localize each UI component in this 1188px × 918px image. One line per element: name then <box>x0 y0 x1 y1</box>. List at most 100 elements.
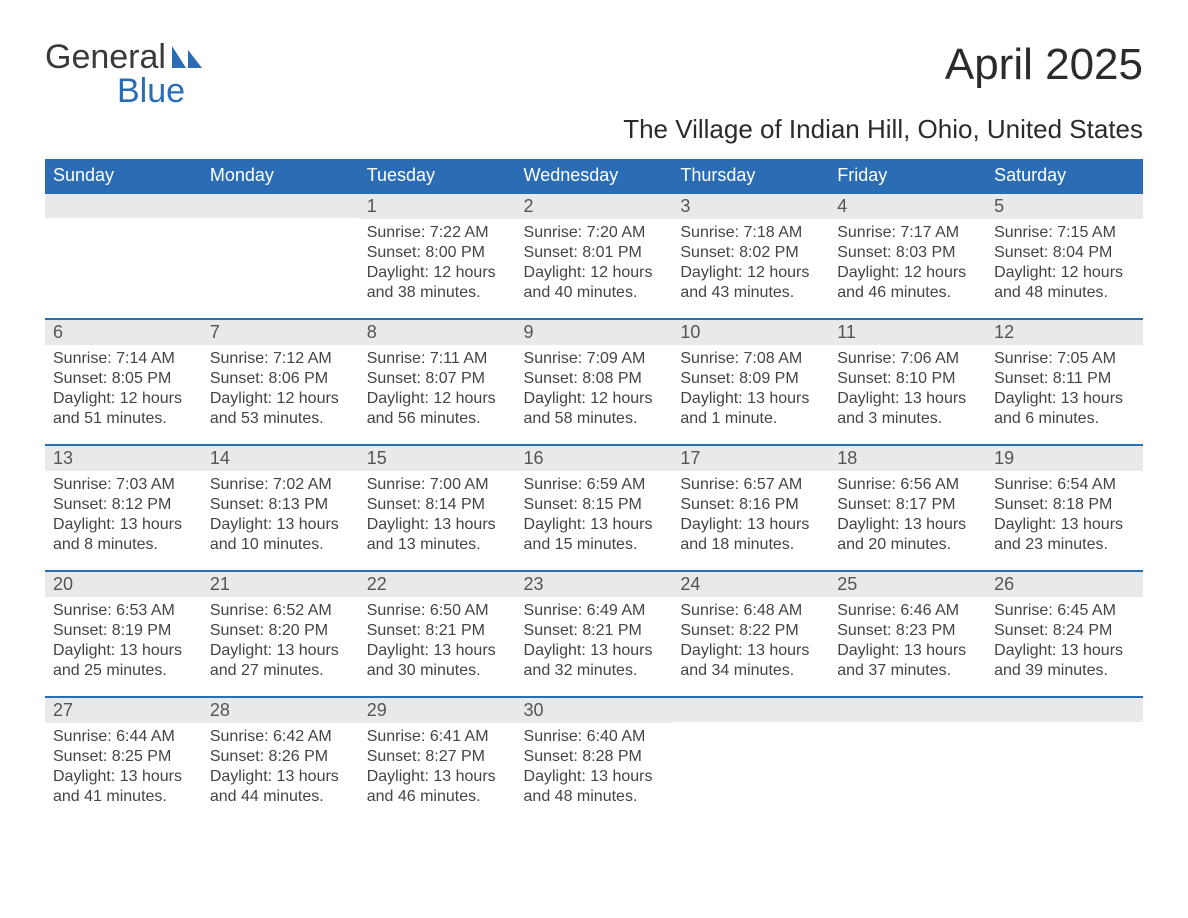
sunrise-text: Sunrise: 7:22 AM <box>367 223 508 243</box>
weekday-header: Thursday <box>672 159 829 193</box>
day-number: 7 <box>202 320 359 345</box>
day-number: 17 <box>672 446 829 471</box>
sunset-text: Sunset: 8:28 PM <box>524 747 665 767</box>
daylight-text: Daylight: 13 hours and 27 minutes. <box>210 641 351 681</box>
sunset-text: Sunset: 8:22 PM <box>680 621 821 641</box>
sunset-text: Sunset: 8:23 PM <box>837 621 978 641</box>
sunrise-text: Sunrise: 7:05 AM <box>994 349 1135 369</box>
day-number: 3 <box>672 194 829 219</box>
day-details: Sunrise: 7:20 AMSunset: 8:01 PMDaylight:… <box>516 219 673 313</box>
day-details: Sunrise: 6:45 AMSunset: 8:24 PMDaylight:… <box>986 597 1143 691</box>
day-number: 20 <box>45 572 202 597</box>
day-details: Sunrise: 6:46 AMSunset: 8:23 PMDaylight:… <box>829 597 986 691</box>
day-details: Sunrise: 7:17 AMSunset: 8:03 PMDaylight:… <box>829 219 986 313</box>
calendar-cell: 18Sunrise: 6:56 AMSunset: 8:17 PMDayligh… <box>829 445 986 571</box>
calendar-cell: 17Sunrise: 6:57 AMSunset: 8:16 PMDayligh… <box>672 445 829 571</box>
sunrise-text: Sunrise: 6:50 AM <box>367 601 508 621</box>
sunset-text: Sunset: 8:03 PM <box>837 243 978 263</box>
sunrise-text: Sunrise: 6:54 AM <box>994 475 1135 495</box>
sunset-text: Sunset: 8:24 PM <box>994 621 1135 641</box>
day-details: Sunrise: 7:18 AMSunset: 8:02 PMDaylight:… <box>672 219 829 313</box>
sunrise-text: Sunrise: 7:00 AM <box>367 475 508 495</box>
sunset-text: Sunset: 8:10 PM <box>837 369 978 389</box>
calendar-cell: 27Sunrise: 6:44 AMSunset: 8:25 PMDayligh… <box>45 697 202 823</box>
calendar-cell: 29Sunrise: 6:41 AMSunset: 8:27 PMDayligh… <box>359 697 516 823</box>
day-details: Sunrise: 7:14 AMSunset: 8:05 PMDaylight:… <box>45 345 202 439</box>
sunset-text: Sunset: 8:19 PM <box>53 621 194 641</box>
logo: General Blue <box>45 40 206 108</box>
sunset-text: Sunset: 8:14 PM <box>367 495 508 515</box>
daylight-text: Daylight: 12 hours and 58 minutes. <box>524 389 665 429</box>
day-details: Sunrise: 6:59 AMSunset: 8:15 PMDaylight:… <box>516 471 673 565</box>
sunrise-text: Sunrise: 6:57 AM <box>680 475 821 495</box>
day-number: 29 <box>359 698 516 723</box>
calendar-cell <box>986 697 1143 823</box>
day-details: Sunrise: 7:15 AMSunset: 8:04 PMDaylight:… <box>986 219 1143 313</box>
calendar-cell <box>45 193 202 319</box>
calendar-cell: 4Sunrise: 7:17 AMSunset: 8:03 PMDaylight… <box>829 193 986 319</box>
sunset-text: Sunset: 8:21 PM <box>524 621 665 641</box>
sunrise-text: Sunrise: 7:18 AM <box>680 223 821 243</box>
logo-text-2: Blue <box>45 74 206 108</box>
sunset-text: Sunset: 8:07 PM <box>367 369 508 389</box>
sunrise-text: Sunrise: 6:49 AM <box>524 601 665 621</box>
calendar-cell: 11Sunrise: 7:06 AMSunset: 8:10 PMDayligh… <box>829 319 986 445</box>
weekday-header: Wednesday <box>516 159 673 193</box>
daylight-text: Daylight: 12 hours and 46 minutes. <box>837 263 978 303</box>
day-number: 30 <box>516 698 673 723</box>
sunset-text: Sunset: 8:06 PM <box>210 369 351 389</box>
daylight-text: Daylight: 12 hours and 51 minutes. <box>53 389 194 429</box>
calendar-cell: 21Sunrise: 6:52 AMSunset: 8:20 PMDayligh… <box>202 571 359 697</box>
sunset-text: Sunset: 8:12 PM <box>53 495 194 515</box>
sunrise-text: Sunrise: 6:56 AM <box>837 475 978 495</box>
calendar-cell: 30Sunrise: 6:40 AMSunset: 8:28 PMDayligh… <box>516 697 673 823</box>
sunset-text: Sunset: 8:01 PM <box>524 243 665 263</box>
sunset-text: Sunset: 8:08 PM <box>524 369 665 389</box>
day-number: 23 <box>516 572 673 597</box>
daylight-text: Daylight: 13 hours and 48 minutes. <box>524 767 665 807</box>
calendar-table: SundayMondayTuesdayWednesdayThursdayFrid… <box>45 159 1143 823</box>
sunset-text: Sunset: 8:16 PM <box>680 495 821 515</box>
day-details: Sunrise: 6:54 AMSunset: 8:18 PMDaylight:… <box>986 471 1143 565</box>
day-number: 6 <box>45 320 202 345</box>
weekday-header: Saturday <box>986 159 1143 193</box>
daylight-text: Daylight: 13 hours and 44 minutes. <box>210 767 351 807</box>
calendar-cell: 3Sunrise: 7:18 AMSunset: 8:02 PMDaylight… <box>672 193 829 319</box>
day-details: Sunrise: 7:03 AMSunset: 8:12 PMDaylight:… <box>45 471 202 565</box>
day-number: 5 <box>986 194 1143 219</box>
calendar-cell: 16Sunrise: 6:59 AMSunset: 8:15 PMDayligh… <box>516 445 673 571</box>
day-details: Sunrise: 6:44 AMSunset: 8:25 PMDaylight:… <box>45 723 202 817</box>
daylight-text: Daylight: 13 hours and 1 minute. <box>680 389 821 429</box>
day-details: Sunrise: 6:41 AMSunset: 8:27 PMDaylight:… <box>359 723 516 817</box>
daylight-text: Daylight: 13 hours and 34 minutes. <box>680 641 821 681</box>
calendar-cell: 15Sunrise: 7:00 AMSunset: 8:14 PMDayligh… <box>359 445 516 571</box>
sunset-text: Sunset: 8:02 PM <box>680 243 821 263</box>
day-details: Sunrise: 7:12 AMSunset: 8:06 PMDaylight:… <box>202 345 359 439</box>
logo-flag-icon <box>172 46 206 68</box>
sunrise-text: Sunrise: 6:41 AM <box>367 727 508 747</box>
calendar-cell: 5Sunrise: 7:15 AMSunset: 8:04 PMDaylight… <box>986 193 1143 319</box>
sunrise-text: Sunrise: 6:44 AM <box>53 727 194 747</box>
day-details: Sunrise: 6:48 AMSunset: 8:22 PMDaylight:… <box>672 597 829 691</box>
day-details: Sunrise: 7:11 AMSunset: 8:07 PMDaylight:… <box>359 345 516 439</box>
calendar-cell: 19Sunrise: 6:54 AMSunset: 8:18 PMDayligh… <box>986 445 1143 571</box>
day-details: Sunrise: 6:40 AMSunset: 8:28 PMDaylight:… <box>516 723 673 817</box>
calendar-cell: 20Sunrise: 6:53 AMSunset: 8:19 PMDayligh… <box>45 571 202 697</box>
calendar-cell: 9Sunrise: 7:09 AMSunset: 8:08 PMDaylight… <box>516 319 673 445</box>
day-details: Sunrise: 7:02 AMSunset: 8:13 PMDaylight:… <box>202 471 359 565</box>
calendar-cell: 8Sunrise: 7:11 AMSunset: 8:07 PMDaylight… <box>359 319 516 445</box>
calendar-cell: 23Sunrise: 6:49 AMSunset: 8:21 PMDayligh… <box>516 571 673 697</box>
day-details: Sunrise: 7:06 AMSunset: 8:10 PMDaylight:… <box>829 345 986 439</box>
day-number: 1 <box>359 194 516 219</box>
weekday-header: Monday <box>202 159 359 193</box>
calendar-cell: 12Sunrise: 7:05 AMSunset: 8:11 PMDayligh… <box>986 319 1143 445</box>
calendar-cell: 1Sunrise: 7:22 AMSunset: 8:00 PMDaylight… <box>359 193 516 319</box>
sunrise-text: Sunrise: 6:53 AM <box>53 601 194 621</box>
sunrise-text: Sunrise: 6:45 AM <box>994 601 1135 621</box>
sunset-text: Sunset: 8:00 PM <box>367 243 508 263</box>
daylight-text: Daylight: 13 hours and 46 minutes. <box>367 767 508 807</box>
sunrise-text: Sunrise: 6:42 AM <box>210 727 351 747</box>
daylight-text: Daylight: 13 hours and 37 minutes. <box>837 641 978 681</box>
calendar-cell: 25Sunrise: 6:46 AMSunset: 8:23 PMDayligh… <box>829 571 986 697</box>
daylight-text: Daylight: 13 hours and 20 minutes. <box>837 515 978 555</box>
